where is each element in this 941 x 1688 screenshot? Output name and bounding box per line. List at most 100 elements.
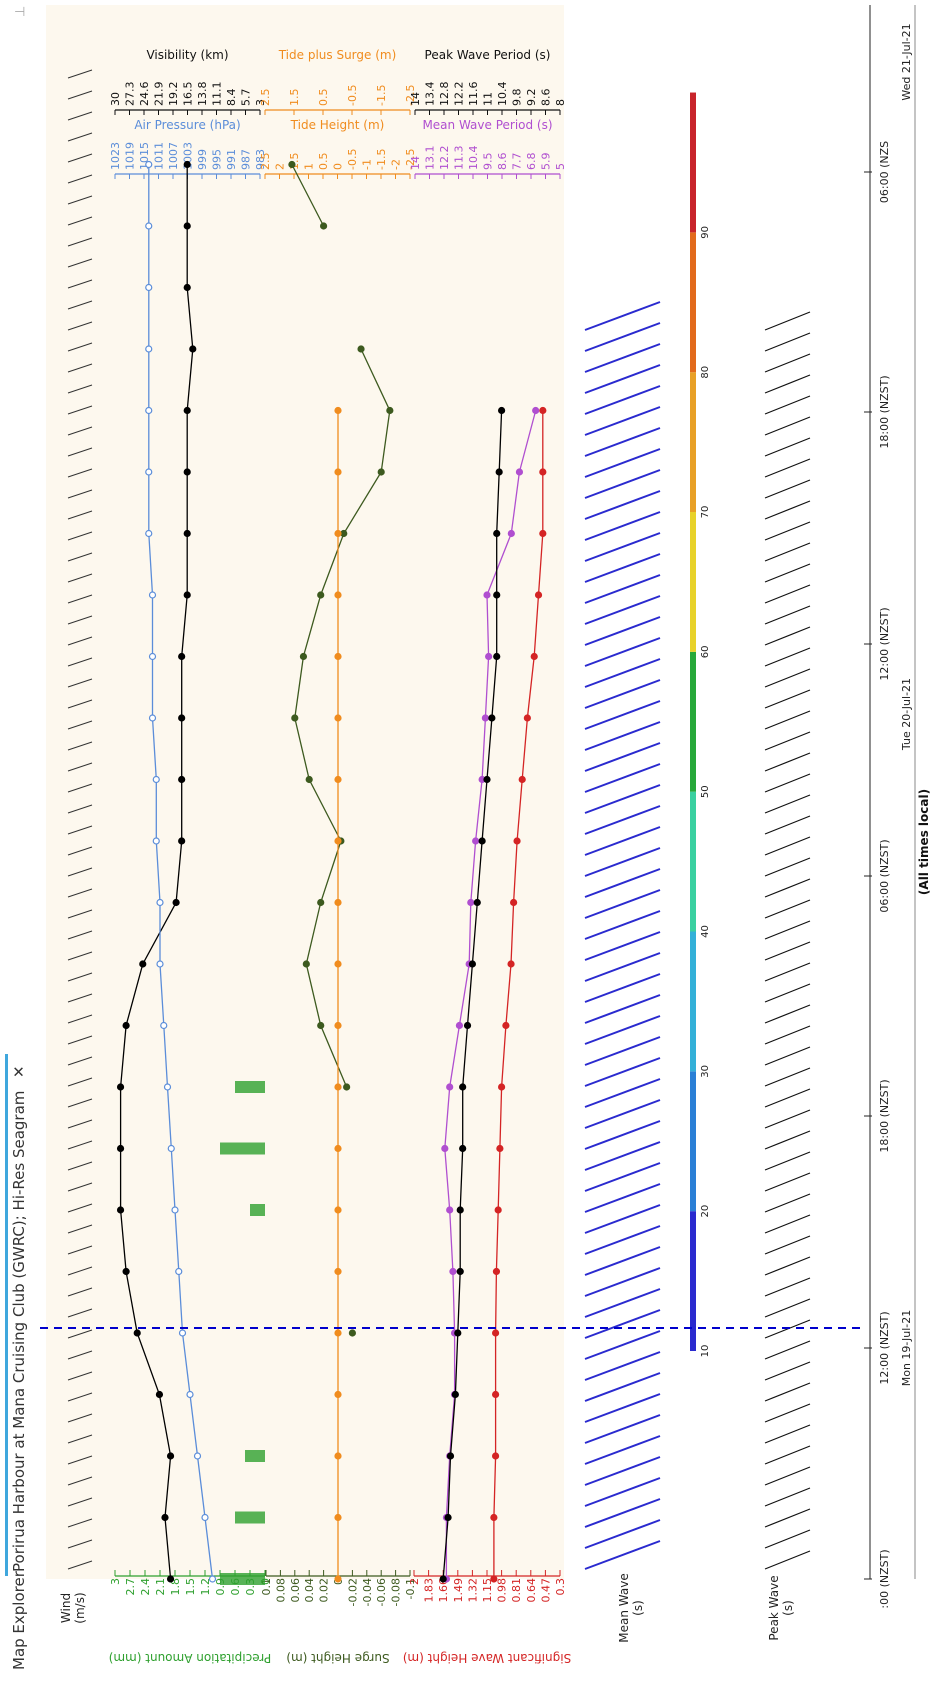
peak-wave-arrow bbox=[764, 731, 811, 751]
significant-wave-height-point bbox=[507, 960, 515, 968]
peak-wave-arrow bbox=[764, 521, 811, 541]
peak-wave-arrow bbox=[764, 857, 811, 877]
significant-wave-height-point bbox=[496, 1144, 504, 1153]
mean-wave-arrow bbox=[584, 1309, 661, 1339]
mean-wave-arrow bbox=[584, 1540, 661, 1570]
surge-ticklabel: -0.08 bbox=[390, 1578, 403, 1606]
wind-barb bbox=[67, 195, 93, 205]
peak-wave-arrow bbox=[764, 647, 811, 667]
peak-wave-arrow bbox=[764, 1424, 811, 1444]
mean-wave-arrow bbox=[584, 1351, 661, 1381]
air-pressure-point bbox=[156, 898, 164, 907]
close-icon[interactable]: ✕ bbox=[10, 1065, 28, 1078]
pwp-ticklabel: 14 bbox=[409, 92, 422, 106]
colorbar-segment bbox=[690, 651, 696, 792]
colorbar-ticklabel: 80 bbox=[700, 366, 711, 379]
mean-wave-period-point bbox=[485, 652, 493, 661]
mean-wave-arrow bbox=[584, 511, 661, 541]
colorbar-ticklabel: 60 bbox=[700, 645, 711, 658]
pwp-axis-group: 14 13.4 12.8 12.2 11.6 11 10.4 9.8 9.2 8.6 8 Peak W… bbox=[409, 48, 567, 115]
significant-wave-height-point bbox=[502, 1021, 510, 1030]
surge-height-point bbox=[334, 1390, 342, 1399]
peak-wave-period-point bbox=[488, 714, 496, 722]
peak-wave-arrow bbox=[764, 752, 811, 772]
tab-seagram[interactable]: Porirua Harbour at Mana Cruising Club (G… bbox=[10, 1091, 28, 1572]
peak-wave-arrow bbox=[764, 1046, 811, 1066]
vis-ticklabel: 27.3 bbox=[124, 82, 137, 107]
mean-wave-period-point bbox=[507, 529, 515, 538]
air-ticklabel: 995 bbox=[211, 149, 224, 170]
pwp-ticklabel: 10.4 bbox=[496, 82, 509, 107]
wind-barb bbox=[67, 846, 93, 856]
wind-barb bbox=[67, 1203, 93, 1213]
time-ticklabel: 18:00 (NZST) bbox=[878, 1079, 891, 1152]
pwp-title: Peak Wave Period (s) bbox=[425, 48, 551, 62]
mwp-ticklabel: 9.5 bbox=[482, 153, 495, 171]
wind-barb bbox=[67, 594, 93, 604]
vis-ticklabel: 19.2 bbox=[167, 82, 180, 107]
wind-barb bbox=[67, 69, 93, 79]
visibility-point bbox=[189, 345, 197, 353]
significant-wave-height-point bbox=[523, 714, 531, 722]
wind-barb bbox=[67, 1140, 93, 1150]
colorbar-ticklabel: 50 bbox=[700, 785, 711, 798]
tide-plus-surge-point bbox=[357, 345, 365, 353]
pwp-ticklabel: 12.8 bbox=[438, 82, 451, 107]
peak-wave-period-point bbox=[473, 898, 481, 907]
mwp-ticklabel: 8.6 bbox=[496, 153, 509, 171]
visibility-point bbox=[178, 652, 186, 661]
wind-barb bbox=[67, 489, 93, 499]
collapse-icon[interactable]: ⊣ bbox=[14, 5, 25, 20]
wind-barb bbox=[67, 153, 93, 163]
pwp-ticklabel: 9.8 bbox=[511, 89, 524, 107]
peak-wave-arrow bbox=[764, 983, 811, 1003]
peak-wave-period-point bbox=[459, 1083, 467, 1091]
wind-barb bbox=[67, 678, 93, 688]
mean-wave-period-point bbox=[483, 591, 491, 599]
significant-wave-height-point bbox=[498, 1083, 506, 1091]
wind-barb bbox=[67, 867, 93, 877]
mean-wave-arrow bbox=[584, 574, 661, 604]
surge-height-point bbox=[334, 1144, 342, 1153]
panel-wind-bg bbox=[46, 5, 186, 1579]
surge-height-point bbox=[334, 468, 342, 476]
air-pressure-point bbox=[145, 406, 153, 415]
surge-height-point bbox=[334, 837, 342, 845]
mean-wave-period-point bbox=[446, 1083, 454, 1091]
peak-wave-period-point bbox=[459, 1144, 467, 1153]
peak-wave-arrow bbox=[764, 1025, 811, 1045]
swh-ticklabel: 0.81 bbox=[510, 1578, 523, 1603]
air-ticklabel: 991 bbox=[225, 149, 238, 170]
mean-wave-arrow bbox=[584, 952, 661, 982]
precip-bar bbox=[235, 1511, 265, 1524]
pwp-ticklabel: 9.2 bbox=[525, 89, 538, 107]
tide-ticklabel: -1.5 bbox=[375, 149, 388, 170]
peak-wave-arrow bbox=[764, 815, 811, 835]
panel-precip-bg bbox=[186, 5, 281, 1579]
pwp-ticklabel: 8 bbox=[554, 99, 567, 106]
mean-wave-arrow bbox=[584, 385, 661, 415]
peak-wave-arrow bbox=[764, 962, 811, 982]
wind-barb bbox=[67, 510, 93, 520]
peak-wave-period-point bbox=[444, 1513, 452, 1522]
surge-title: Surge Height (m) bbox=[286, 1651, 389, 1665]
peak-wave-arrow bbox=[764, 1445, 811, 1465]
mean-wave-arrow bbox=[584, 1183, 661, 1213]
mean-wave-period-point bbox=[441, 1144, 449, 1153]
mean-wave-label-1: (s) bbox=[631, 1600, 645, 1616]
wind-barb bbox=[67, 342, 93, 352]
air-ticklabel: 983 bbox=[254, 149, 267, 170]
mean-wave-period-point bbox=[446, 1206, 454, 1214]
wind-barb bbox=[67, 720, 93, 730]
mwp-ticklabel: 14 bbox=[409, 156, 422, 170]
surge-axis-group: 0.10.080.060.040.020-0.02-0.04-0.06-0.08… bbox=[260, 1570, 417, 1665]
visibility-point bbox=[178, 775, 186, 784]
tide-ticklabel: 0 bbox=[332, 163, 345, 170]
wind-barb bbox=[67, 1098, 93, 1108]
visibility-point bbox=[122, 1021, 130, 1030]
vis-ticklabel: 21.9 bbox=[153, 82, 166, 107]
significant-wave-height-point bbox=[539, 468, 547, 476]
visibility-point bbox=[172, 898, 180, 907]
tab-map-explorer[interactable]: Map Explorer bbox=[10, 1570, 28, 1670]
precip-ticklabel: 1.2 bbox=[199, 1578, 212, 1596]
